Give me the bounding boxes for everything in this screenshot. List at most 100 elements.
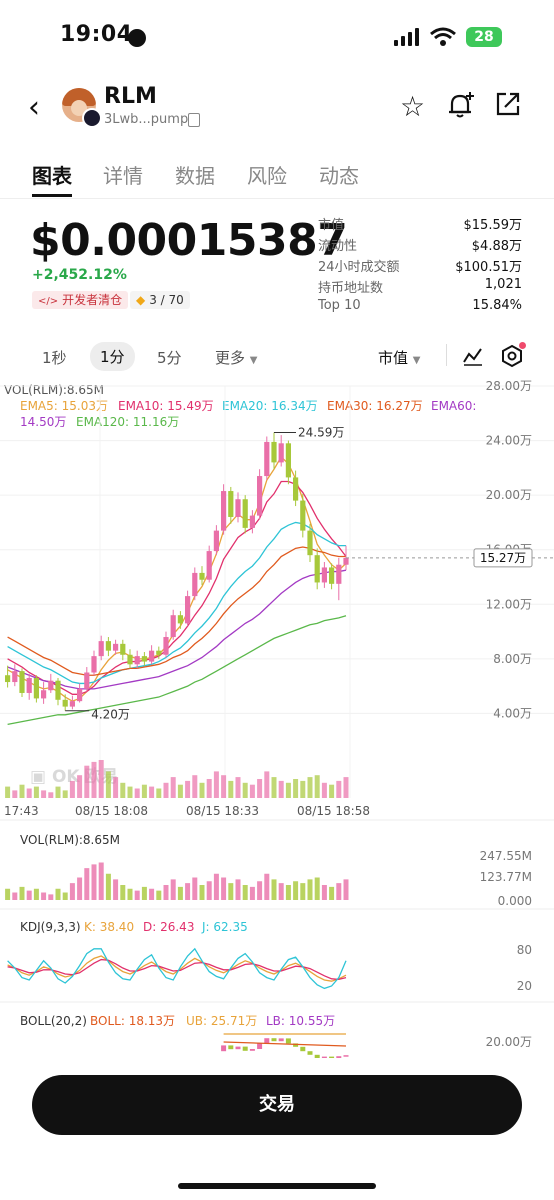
volume-bar: [69, 883, 75, 900]
candle: [170, 615, 176, 638]
main-volume-bar: [235, 777, 241, 798]
ema10-legend: EMA10: 15.49万: [118, 399, 214, 413]
volume-bar: [285, 885, 291, 900]
volume-bar: [55, 888, 61, 900]
main-vol-legend: VOL(RLM):8.65M: [4, 383, 104, 397]
y-tick-label: 20.00万: [486, 488, 532, 502]
tab-data[interactable]: 数据: [175, 164, 215, 188]
favorite-star-icon[interactable]: ☆: [400, 90, 426, 123]
back-icon[interactable]: ‹: [28, 90, 40, 125]
indicator-icon[interactable]: [462, 346, 484, 366]
main-volume-bar: [206, 779, 212, 798]
boll-candle: [278, 1038, 284, 1042]
candle: [185, 596, 191, 624]
copy-icon[interactable]: [188, 113, 200, 127]
candle: [199, 572, 205, 580]
main-volume-bar: [26, 788, 32, 798]
main-volume-bar: [343, 777, 349, 798]
holder-tag: ◆ 3 / 70: [130, 291, 190, 309]
vol-panel-title: VOL(RLM):8.65M: [20, 833, 120, 847]
chart-mode-select[interactable]: 市值 ▼: [378, 347, 421, 368]
main-volume-bar: [55, 786, 61, 798]
main-volume-bar: [293, 779, 299, 798]
tab-activity[interactable]: 动态: [319, 164, 359, 188]
boll-candle: [235, 1046, 241, 1050]
main-volume-bar: [48, 792, 54, 798]
stat-holders-value: 1,021: [484, 277, 522, 292]
volume-bar: [307, 879, 313, 900]
candle: [314, 555, 320, 583]
boll-candle: [264, 1038, 270, 1044]
boll-candle: [228, 1045, 234, 1050]
candle: [19, 671, 25, 693]
boll-candle: [314, 1054, 320, 1058]
main-volume-bar: [149, 786, 155, 798]
tab-risk[interactable]: 风险: [247, 164, 287, 188]
ema60-line: [7, 569, 347, 690]
stat-top10-label: Top 10: [318, 298, 361, 313]
boll-candle: [271, 1038, 277, 1042]
token-avatar: [62, 88, 96, 122]
stat-holders-label: 持币地址数: [318, 281, 384, 296]
ema10-line: [7, 480, 347, 695]
volume-bar: [12, 892, 18, 900]
timeframe-1s[interactable]: 1秒: [42, 349, 67, 367]
y-tick-label: 8.00万: [493, 652, 532, 666]
volume-bar: [127, 888, 133, 900]
candle: [141, 656, 147, 662]
candle: [336, 564, 342, 584]
volume-bar: [91, 864, 97, 900]
tab-details[interactable]: 详情: [103, 164, 143, 188]
candle: [127, 654, 133, 665]
volume-bar: [278, 883, 284, 900]
add-alert-bell-icon[interactable]: [446, 90, 476, 120]
tab-chart[interactable]: 图表: [32, 164, 72, 188]
diamond-icon: ◆: [136, 293, 146, 307]
share-icon[interactable]: [494, 90, 522, 118]
notification-dot: [519, 342, 526, 349]
timeframe-more[interactable]: 更多 ▼: [215, 347, 258, 368]
candle: [12, 671, 18, 683]
timeframe-1m[interactable]: 1分: [90, 342, 135, 371]
volume-bar: [41, 892, 47, 900]
candle: [62, 699, 68, 707]
timeframe-5m[interactable]: 5分: [157, 349, 182, 367]
main-volume-bar: [69, 780, 75, 798]
main-volume-bar: [19, 784, 25, 798]
main-volume-bar: [134, 788, 140, 798]
volume-bar: [163, 885, 169, 900]
candle: [91, 656, 97, 673]
recording-dot-icon: [128, 29, 146, 47]
price-change: +2,452.12%: [32, 267, 127, 283]
main-volume-bar: [192, 775, 198, 798]
volume-bar: [19, 886, 25, 900]
candle: [84, 672, 90, 689]
kdj-k-legend: K: 38.40: [84, 920, 134, 934]
volume-bar: [321, 885, 327, 900]
main-volume-bar: [300, 780, 306, 798]
boll-candle: [257, 1043, 263, 1049]
candle: [48, 680, 54, 691]
boll-mid-line: [223, 1041, 347, 1047]
volume-bar: [213, 873, 219, 900]
main-volume-bar: [213, 771, 219, 798]
candle: [221, 491, 227, 531]
chart-mode-label: 市值: [378, 349, 409, 367]
x-tick-label: 08/15 18:33: [186, 804, 259, 818]
volume-bar: [242, 885, 248, 900]
battery-icon: 28: [466, 27, 502, 47]
token-name: RLM: [104, 84, 157, 109]
candle: [55, 680, 61, 700]
trade-button[interactable]: 交易: [32, 1075, 522, 1135]
settings-icon[interactable]: [500, 344, 524, 368]
toolbar-divider: [446, 344, 447, 366]
main-volume-bar: [170, 777, 176, 798]
dev-sold-tag-label: 开发者清仓: [62, 293, 123, 307]
main-volume-bar: [98, 760, 104, 798]
main-volume-bar: [271, 777, 277, 798]
boll-candle: [242, 1046, 248, 1051]
main-volume-bar: [177, 784, 183, 798]
token-address: 3Lwb...pump: [104, 112, 189, 127]
price-chart[interactable]: VOL(RLM):8.65M EMA5: 15.03万 EMA10: 15.49…: [0, 378, 554, 1058]
vol-tick-label: 0.000: [498, 894, 532, 908]
